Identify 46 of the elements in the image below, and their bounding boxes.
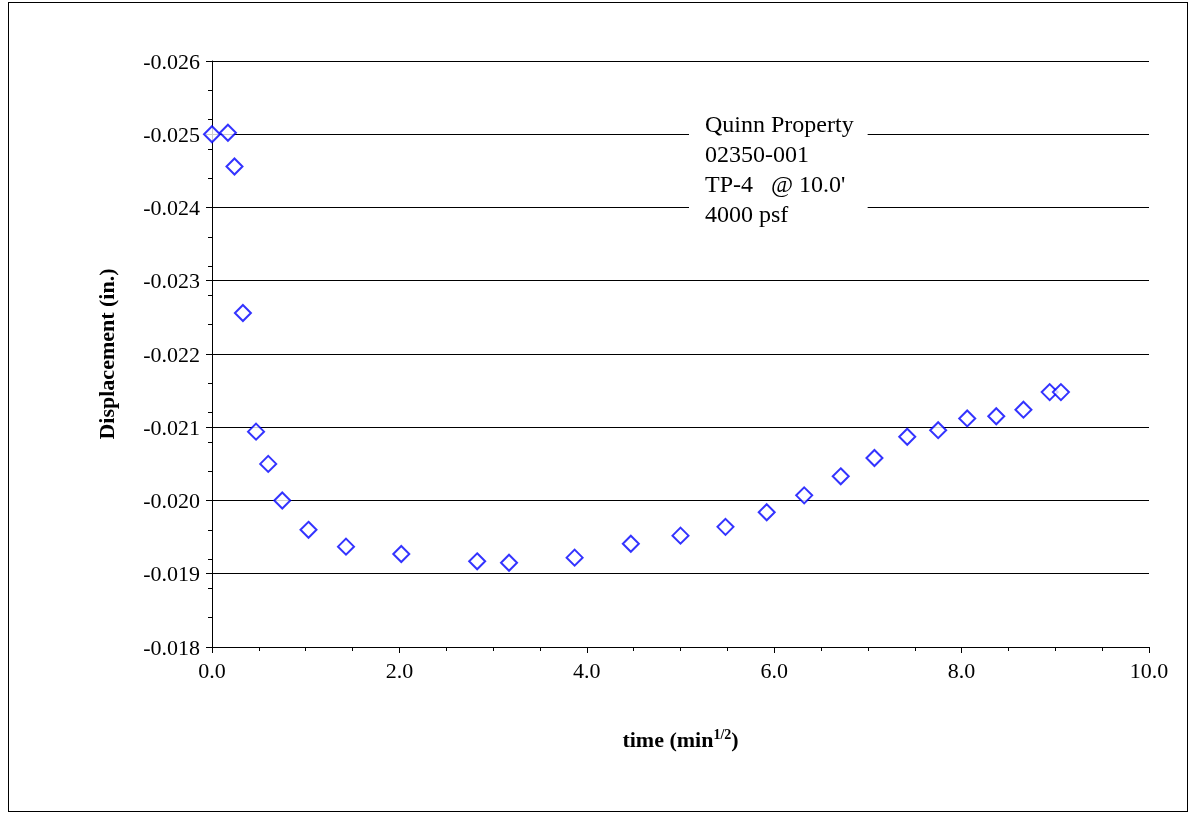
x-tick-label: 8.0 bbox=[947, 657, 976, 683]
point bbox=[716, 517, 735, 536]
point bbox=[500, 553, 519, 572]
x-tick-label: 10.0 bbox=[1129, 657, 1169, 683]
point bbox=[795, 486, 814, 505]
point bbox=[1051, 383, 1070, 402]
x-tick-label: 2.0 bbox=[385, 657, 414, 683]
y-tick-label: -0.019 bbox=[143, 561, 200, 587]
y-tick-label: -0.018 bbox=[143, 634, 200, 660]
point bbox=[565, 548, 584, 567]
point bbox=[898, 427, 917, 446]
point bbox=[273, 491, 292, 510]
point bbox=[621, 534, 640, 553]
point bbox=[259, 454, 278, 473]
y-tick-label: -0.023 bbox=[143, 268, 200, 294]
x-tick-label: 0.0 bbox=[198, 657, 226, 683]
annotation: Quinn Property bbox=[705, 111, 854, 137]
point bbox=[392, 544, 411, 563]
point bbox=[233, 303, 252, 322]
point bbox=[987, 407, 1006, 426]
y-tick-label: -0.026 bbox=[143, 48, 200, 74]
annotation: 4000 psf bbox=[705, 201, 789, 227]
y-tick-label: -0.024 bbox=[143, 195, 200, 220]
annotation: TP-4 @ 10.0' bbox=[705, 171, 846, 197]
point bbox=[958, 409, 977, 428]
point bbox=[218, 123, 237, 142]
point bbox=[929, 421, 948, 440]
x-tick-label: 4.0 bbox=[573, 657, 601, 683]
x-tick-label: 6.0 bbox=[760, 657, 788, 683]
y-tick-label: -0.020 bbox=[143, 488, 200, 513]
point bbox=[757, 503, 776, 522]
point bbox=[203, 125, 221, 144]
y-axis-title: Displacement (in.) bbox=[93, 268, 119, 440]
point bbox=[225, 157, 244, 176]
annotation: 02350-001 bbox=[705, 141, 809, 167]
point bbox=[247, 422, 266, 441]
point bbox=[1014, 400, 1033, 419]
point bbox=[865, 449, 884, 468]
point bbox=[299, 520, 318, 539]
point bbox=[831, 467, 850, 486]
y-tick-label: -0.021 bbox=[143, 414, 200, 440]
point bbox=[336, 537, 355, 556]
point bbox=[671, 526, 690, 545]
y-tick-label: -0.022 bbox=[143, 341, 200, 367]
point bbox=[468, 552, 487, 571]
y-tick-label: -0.025 bbox=[143, 121, 200, 147]
